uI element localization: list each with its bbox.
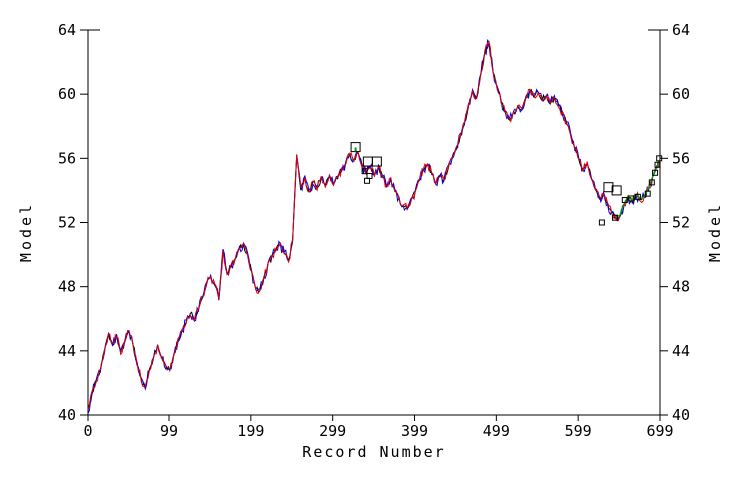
large-square-marker xyxy=(371,156,382,167)
y-axis-title-left: Model xyxy=(17,201,35,263)
series-red-line xyxy=(87,39,661,411)
small-square-marker xyxy=(361,168,368,175)
signal-markers xyxy=(350,142,663,226)
tick-marks xyxy=(80,29,668,421)
tick-label: 52 xyxy=(58,214,76,232)
large-square-marker xyxy=(603,182,614,193)
small-square-marker xyxy=(656,155,663,162)
small-square-marker xyxy=(628,195,635,202)
small-square-marker xyxy=(364,177,371,184)
tick-label: 699 xyxy=(646,422,673,440)
small-square-marker xyxy=(621,197,628,204)
small-square-marker xyxy=(634,193,641,200)
small-square-marker xyxy=(648,179,655,186)
tick-label: 56 xyxy=(58,149,76,167)
small-square-marker xyxy=(654,161,661,168)
tick-label: 64 xyxy=(58,21,76,39)
large-square-marker xyxy=(611,185,622,196)
y-axis-title-right: Model xyxy=(706,201,724,263)
tick-label: 40 xyxy=(672,406,690,424)
tick-label: 299 xyxy=(319,422,346,440)
tick-label: 48 xyxy=(672,278,690,296)
small-square-marker xyxy=(611,214,618,221)
tick-label: 44 xyxy=(58,342,76,360)
tick-label: 60 xyxy=(58,85,76,103)
small-square-marker xyxy=(598,219,605,226)
small-square-marker xyxy=(366,172,373,179)
tick-label: 52 xyxy=(672,214,690,232)
tick-label: 56 xyxy=(672,149,690,167)
tick-label: 199 xyxy=(237,422,264,440)
tick-label: 0 xyxy=(83,422,92,440)
large-square-marker xyxy=(350,142,361,153)
tick-label: 99 xyxy=(160,422,178,440)
tick-labels: 40 40 44 44 48 48 52 52 56 56 60 60 64 64 0 99 199 299 399… xyxy=(58,21,690,440)
tick-label: 44 xyxy=(672,342,690,360)
tick-label: 60 xyxy=(672,85,690,103)
tick-label: 399 xyxy=(401,422,428,440)
tick-label: 64 xyxy=(672,21,690,39)
tick-label: 499 xyxy=(483,422,510,440)
tick-label: 40 xyxy=(58,406,76,424)
small-square-marker xyxy=(652,169,659,176)
tick-label: 48 xyxy=(58,278,76,296)
x-axis-title: Record Number xyxy=(302,443,446,461)
small-square-marker xyxy=(644,190,651,197)
series-green-tail-line xyxy=(615,158,661,218)
tick-label: 599 xyxy=(565,422,592,440)
